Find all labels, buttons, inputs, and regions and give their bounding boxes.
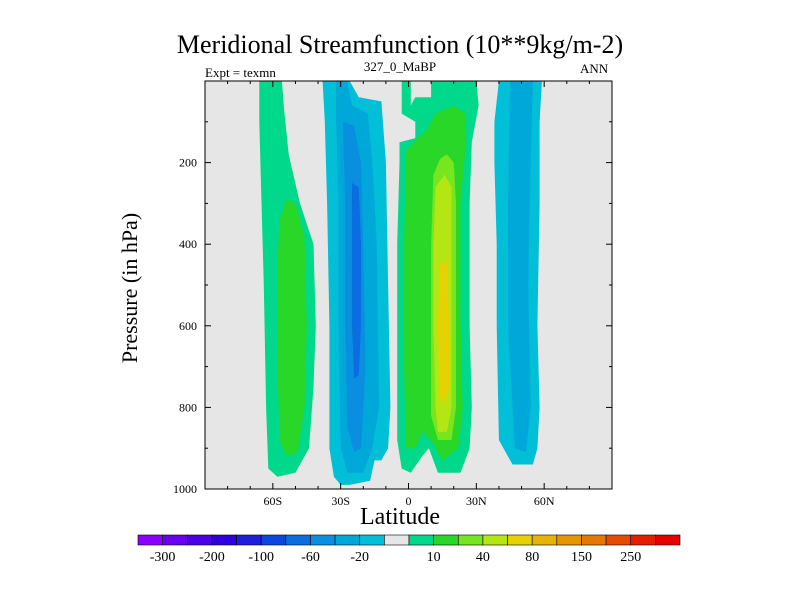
colorbar-swatch [556, 534, 582, 546]
colorbar-swatch [605, 534, 632, 546]
colorbar-swatch [655, 534, 681, 546]
x-tick-label: 60S [263, 494, 282, 508]
colorbar-swatch [310, 534, 336, 546]
colorbar-swatch [236, 534, 262, 546]
contour-region-10 [437, 260, 450, 404]
y-axis-label: Pressure (in hPa) [117, 212, 142, 364]
colorbar-swatch [531, 534, 558, 546]
colorbar-swatch [433, 534, 459, 546]
chart-title: Meridional Streamfunction (10**9kg/m-2) [176, 30, 624, 59]
y-tick-label: 400 [179, 237, 197, 251]
x-tick-label: 30S [331, 494, 350, 508]
colorbar-swatch [384, 534, 410, 546]
x-tick-label: 60N [534, 494, 555, 508]
axis-ticks: 60S 30S 0 30N 60N 200 400 600 800 1000 [173, 81, 612, 508]
colorbar-swatch [359, 534, 385, 546]
colorbar-label: -20 [350, 550, 369, 565]
colorbar-label: -300 [150, 550, 176, 565]
colorbar-swatch [482, 534, 508, 546]
colorbar-label: 40 [476, 550, 490, 565]
colorbar-swatch [408, 534, 434, 546]
colorbar-swatch [507, 534, 533, 546]
contour-region-1 [277, 199, 307, 457]
y-tick-label: 600 [179, 319, 197, 333]
contour-regions [259, 81, 542, 485]
colorbar-swatch [581, 534, 607, 546]
colorbar-label: -100 [248, 550, 274, 565]
contour-region-5 [352, 183, 361, 379]
x-tick-label: 30N [466, 494, 487, 508]
x-tick-label: 0 [406, 494, 412, 508]
colorbar-label: 10 [427, 550, 441, 565]
colorbar-swatch [457, 534, 484, 546]
colorbar-swatch [137, 534, 163, 546]
left-subtitle: Expt = texmn [205, 65, 276, 80]
x-axis-label: Latitude [360, 504, 440, 530]
colorbar-swatch [260, 534, 287, 546]
colorbar-swatch [186, 534, 213, 546]
contour-region-12 [508, 81, 533, 453]
colorbar-label: 150 [571, 550, 592, 565]
y-tick-label: 1000 [173, 482, 197, 496]
y-tick-label: 200 [179, 156, 197, 170]
colorbar-label: -200 [199, 550, 225, 565]
colorbar-swatch [630, 534, 656, 546]
colorbar-swatch [334, 534, 361, 546]
colorbar-swatch [211, 534, 237, 546]
colorbar-label: 80 [525, 550, 539, 565]
colorbar: -300 -200 -100 -60 -20 10 40 80 150 250 [137, 534, 681, 565]
colorbar-swatch [162, 534, 188, 546]
center-subtitle: 327_0_MaBP [363, 59, 437, 74]
colorbar-label: 250 [620, 550, 641, 565]
y-tick-label: 800 [179, 400, 197, 414]
colorbar-swatch [285, 534, 311, 546]
right-subtitle: ANN [580, 61, 609, 76]
colorbar-label: -60 [301, 550, 320, 565]
